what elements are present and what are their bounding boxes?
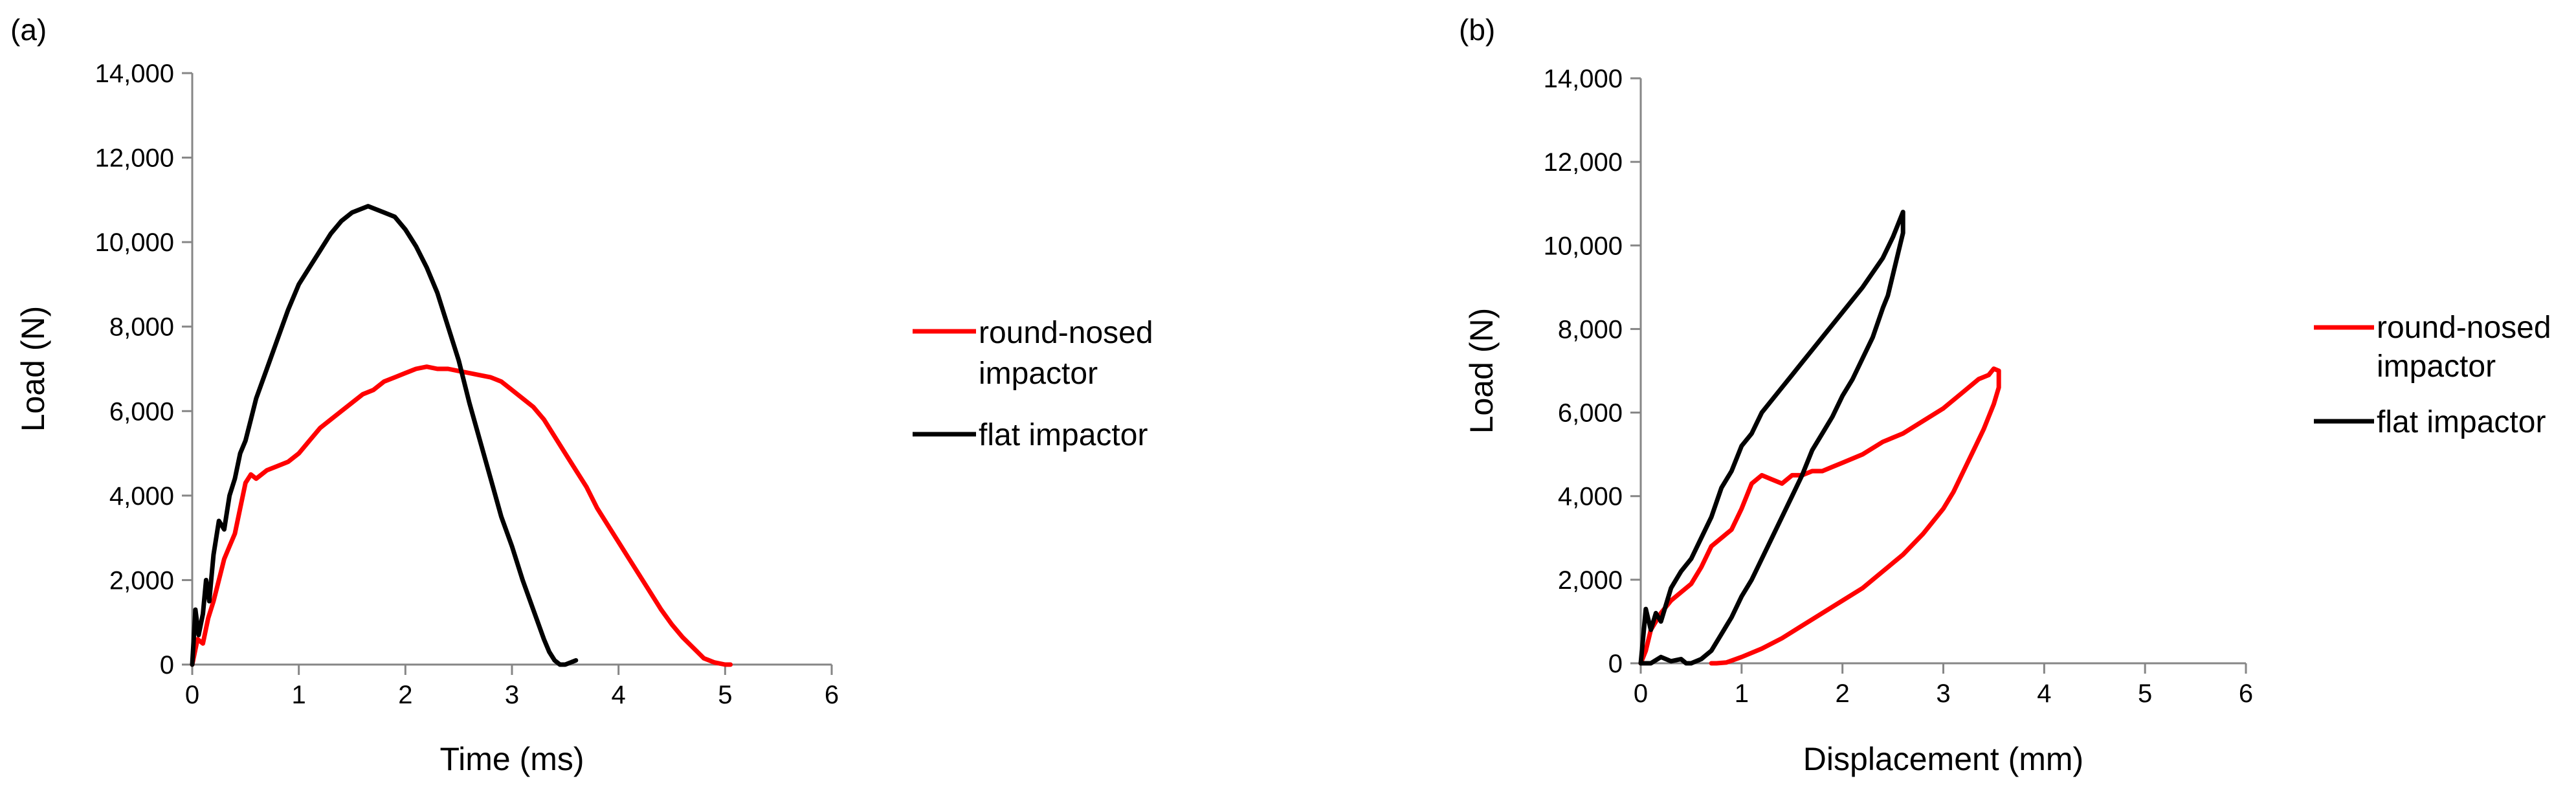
x-tick-label: 2 (1836, 679, 1850, 708)
legend-label: round-nosed impactor (2377, 311, 2551, 384)
y-tick-label: 6,000 (1558, 399, 1623, 428)
y-tick-label: 4,000 (109, 482, 174, 511)
y-tick-label: 12,000 (95, 144, 174, 173)
x-tick-label: 1 (292, 681, 306, 709)
x-axis-title: Time (ms) (439, 741, 584, 777)
y-tick-label: 8,000 (1558, 315, 1623, 344)
x-tick-label: 1 (1735, 679, 1749, 708)
y-tick-label: 4,000 (1558, 483, 1623, 511)
x-tick-label: 0 (185, 681, 199, 709)
legend-label: flat impactor (2377, 405, 2546, 439)
y-tick-label: 10,000 (1544, 232, 1623, 260)
series-line-flat (190, 204, 579, 667)
x-tick-label: 5 (2138, 679, 2152, 708)
y-tick-label: 0 (1608, 650, 1623, 678)
y-tick-label: 14,000 (1544, 65, 1623, 93)
y-tick-label: 14,000 (95, 60, 174, 88)
legend-label: round-nosed impactor (979, 316, 1153, 391)
x-axis-title: Displacement (mm) (1803, 741, 2083, 777)
legend-entry: flat impactor (913, 418, 1148, 452)
legend-entry: flat impactor (2314, 405, 2546, 439)
y-tick-label: 0 (160, 651, 174, 679)
series-line-round-nosed (1638, 366, 2001, 666)
x-tick-label: 3 (1936, 679, 1950, 708)
chart-panel-b: (b) 0 2,000 4,000 6,000 8,000 10,000 12,000 14,0… (1459, 13, 2551, 777)
series-line-flat (1638, 210, 1905, 666)
x-tick-label: 6 (2239, 679, 2253, 708)
panel-label: (a) (10, 13, 47, 47)
legend-entry: round-nosed impactor (2314, 311, 2551, 384)
legend-entry: round-nosed impactor (913, 316, 1153, 391)
y-axis-title: Load (N) (15, 306, 51, 432)
legend-label: flat impactor (979, 418, 1148, 452)
x-tick-label: 4 (2037, 679, 2051, 708)
y-tick-label: 6,000 (109, 397, 174, 426)
x-tick-label: 4 (612, 681, 626, 709)
x-tick-label: 5 (718, 681, 732, 709)
y-tick-label: 12,000 (1544, 148, 1623, 177)
y-tick-label: 10,000 (95, 228, 174, 257)
x-tick-label: 2 (398, 681, 412, 709)
series-line-round-nosed (190, 364, 733, 667)
panel-label: (b) (1459, 13, 1495, 47)
y-axis-title: Load (N) (1463, 308, 1500, 434)
x-tick-label: 3 (505, 681, 519, 709)
x-tick-label: 0 (1634, 679, 1648, 708)
x-tick-label: 6 (825, 681, 839, 709)
y-tick-label: 2,000 (109, 566, 174, 595)
y-tick-label: 8,000 (109, 313, 174, 342)
y-tick-label: 2,000 (1558, 566, 1623, 595)
chart-panel-a: (a) 0 2,000 4,000 6,000 8,000 10,000 12,000 14,0… (10, 13, 1153, 777)
